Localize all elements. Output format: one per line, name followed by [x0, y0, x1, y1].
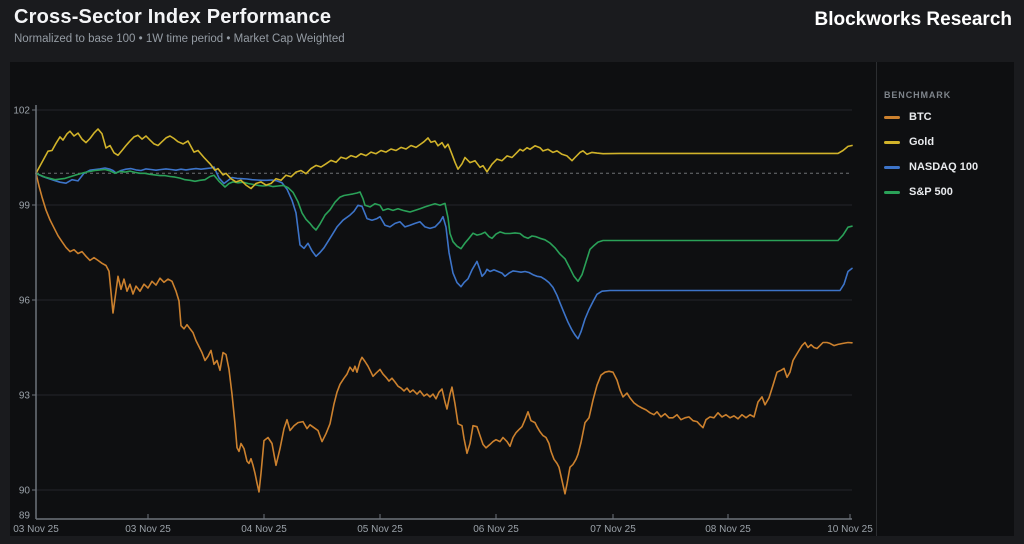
page-title: Cross-Sector Index Performance	[14, 6, 332, 28]
x-tick-label: 06 Nov 25	[473, 524, 519, 535]
series-line-s-p-500	[35, 168, 853, 283]
y-tick-label: 99	[19, 201, 31, 212]
nasdaq-100-series-swatch	[884, 165, 900, 169]
y-tick-label: 89	[19, 511, 31, 522]
x-tick-label: 08 Nov 25	[705, 524, 751, 535]
y-tick-label: 102	[13, 106, 30, 117]
benchmark-legend: BENCHMARK BTC Gold NASDAQ 100 S&P 500	[884, 90, 1014, 211]
legend-label-sp-500: S&P 500	[909, 186, 953, 198]
sp-500-series-swatch	[884, 190, 900, 194]
grid-lines	[36, 109, 852, 491]
axes	[35, 105, 852, 520]
legend-heading: BENCHMARK	[884, 90, 952, 100]
series-line-btc	[35, 172, 853, 495]
legend-item-btc[interactable]: BTC	[884, 111, 1014, 123]
x-tick-label: 05 Nov 25	[357, 524, 403, 535]
x-tick-label: 03 Nov 25	[125, 524, 171, 535]
page-subtitle: Normalized to base 100 • 1W time period …	[14, 33, 345, 45]
legend-label-gold: Gold	[909, 136, 935, 148]
x-tick-label: 07 Nov 25	[590, 524, 636, 535]
series-lines	[35, 128, 853, 495]
legend-item-sp-500[interactable]: S&P 500	[884, 186, 1014, 198]
legend-item-gold[interactable]: Gold	[884, 136, 1014, 148]
legend-label-btc: BTC	[909, 111, 932, 123]
x-axis-tick-labels: 03 Nov 25 03 Nov 25 04 Nov 25 05 Nov 25 06 N…	[13, 514, 873, 535]
brand-logo: Blockworks Research	[814, 9, 1013, 30]
series-line-nasdaq-100	[35, 166, 853, 340]
series-line-gold	[35, 128, 853, 190]
x-tick-label: 10 Nov 25	[827, 524, 873, 535]
x-tick-label: 04 Nov 25	[241, 524, 287, 535]
plot-area[interactable]	[36, 104, 852, 519]
y-tick-label: 93	[19, 391, 31, 402]
y-tick-label: 96	[19, 296, 31, 307]
legend-item-nasdaq-100[interactable]: NASDAQ 100	[884, 161, 1014, 173]
y-axis-tick-labels: 102 99 96 93 90 89	[13, 106, 36, 522]
y-tick-label: 90	[19, 486, 31, 497]
btc-series-swatch	[884, 115, 900, 119]
legend-label-nasdaq-100: NASDAQ 100	[909, 161, 979, 173]
gold-series-swatch	[884, 140, 900, 144]
x-tick-label: 03 Nov 25	[13, 524, 59, 535]
